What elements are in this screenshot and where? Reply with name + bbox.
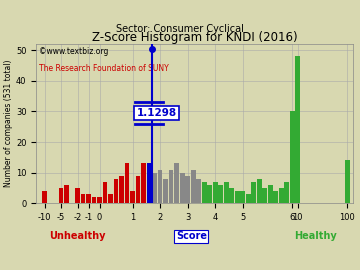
Bar bbox=[169, 170, 174, 203]
Bar bbox=[136, 176, 140, 203]
Bar bbox=[81, 194, 85, 203]
Bar bbox=[147, 163, 152, 203]
Bar bbox=[196, 179, 201, 203]
Text: 1.1298: 1.1298 bbox=[136, 108, 177, 118]
Bar bbox=[279, 188, 284, 203]
Text: Score: Score bbox=[176, 231, 207, 241]
Bar bbox=[268, 185, 273, 203]
Title: Z-Score Histogram for KNDI (2016): Z-Score Histogram for KNDI (2016) bbox=[92, 31, 297, 44]
Bar bbox=[119, 176, 124, 203]
Bar bbox=[185, 176, 190, 203]
Bar bbox=[284, 182, 289, 203]
Bar bbox=[296, 56, 300, 203]
Bar bbox=[273, 191, 278, 203]
Bar bbox=[251, 182, 256, 203]
Bar bbox=[75, 188, 80, 203]
Bar bbox=[163, 179, 168, 203]
Text: ©www.textbiz.org: ©www.textbiz.org bbox=[40, 46, 109, 56]
Bar bbox=[262, 188, 267, 203]
Bar bbox=[240, 191, 245, 203]
Bar bbox=[64, 185, 69, 203]
Bar bbox=[152, 173, 157, 203]
Bar bbox=[219, 185, 223, 203]
Bar bbox=[158, 170, 162, 203]
Y-axis label: Number of companies (531 total): Number of companies (531 total) bbox=[4, 60, 13, 187]
Bar bbox=[42, 191, 47, 203]
Bar bbox=[213, 182, 217, 203]
Bar bbox=[345, 160, 350, 203]
Bar bbox=[59, 188, 63, 203]
Bar bbox=[92, 197, 96, 203]
Bar bbox=[235, 191, 239, 203]
Bar bbox=[130, 191, 135, 203]
Bar bbox=[97, 197, 102, 203]
Bar bbox=[202, 182, 207, 203]
Bar bbox=[246, 194, 251, 203]
Bar bbox=[290, 112, 294, 203]
Text: Unhealthy: Unhealthy bbox=[49, 231, 105, 241]
Bar bbox=[141, 163, 146, 203]
Bar bbox=[224, 182, 229, 203]
Bar bbox=[229, 188, 234, 203]
Bar bbox=[207, 185, 212, 203]
Bar bbox=[174, 163, 179, 203]
Bar bbox=[180, 173, 185, 203]
Bar bbox=[114, 179, 118, 203]
Bar bbox=[125, 163, 130, 203]
Text: Sector: Consumer Cyclical: Sector: Consumer Cyclical bbox=[116, 24, 244, 34]
Bar bbox=[108, 194, 113, 203]
Bar bbox=[257, 179, 262, 203]
Bar bbox=[103, 182, 107, 203]
Bar bbox=[86, 194, 91, 203]
Bar bbox=[191, 170, 195, 203]
Text: The Research Foundation of SUNY: The Research Foundation of SUNY bbox=[40, 64, 169, 73]
Text: Healthy: Healthy bbox=[294, 231, 337, 241]
